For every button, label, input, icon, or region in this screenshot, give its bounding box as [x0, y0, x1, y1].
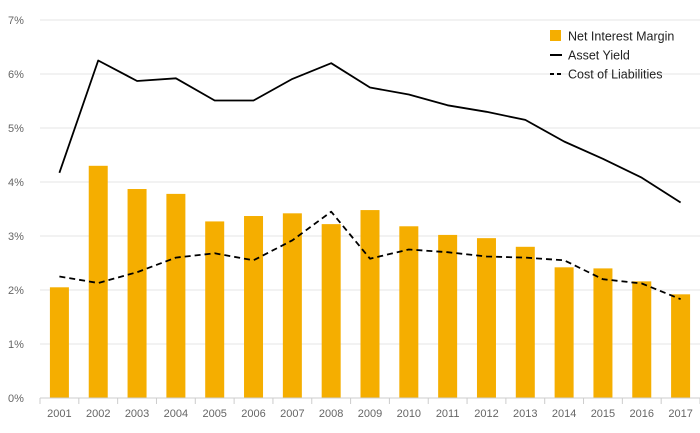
- x-tick-label: 2004: [164, 408, 188, 420]
- y-tick-label: 6%: [8, 69, 24, 81]
- bar-2013: [515, 246, 535, 398]
- bar-2007: [282, 213, 302, 398]
- bar-2010: [399, 226, 419, 398]
- legend-swatch-bar: [550, 30, 561, 41]
- line-asset-yield: [58, 59, 682, 204]
- x-tick-label: 2014: [552, 408, 576, 420]
- legend-label: Asset Yield: [568, 49, 630, 63]
- x-tick-label: 2013: [513, 408, 537, 420]
- x-tick-label: 2011: [436, 408, 460, 420]
- bar-2003: [127, 189, 147, 398]
- legend-label: Net Interest Margin: [568, 30, 674, 44]
- bar-2012: [476, 238, 496, 398]
- bar-2006: [244, 216, 264, 398]
- x-tick-label: 2008: [319, 408, 343, 420]
- x-tick-label: 2016: [630, 408, 654, 420]
- y-tick-label: 4%: [8, 177, 24, 189]
- x-tick-label: 2001: [47, 408, 71, 420]
- x-tick-label: 2005: [202, 408, 226, 420]
- bar-2008: [321, 224, 341, 398]
- bar-2005: [205, 221, 225, 398]
- bar-2009: [360, 210, 380, 398]
- bar-2016: [632, 281, 652, 398]
- bars-net-interest-margin: [49, 165, 691, 398]
- y-tick-label: 0%: [8, 393, 24, 405]
- legend-label: Cost of Liabilities: [568, 68, 663, 82]
- x-tick-label: 2012: [474, 408, 498, 420]
- bar-2014: [554, 267, 574, 398]
- x-tick-label: 2010: [397, 408, 421, 420]
- x-tick-label: 2015: [591, 408, 615, 420]
- x-tick-label: 2002: [86, 408, 110, 420]
- y-tick-label: 5%: [8, 123, 24, 135]
- bar-2017: [671, 294, 691, 398]
- bar-2015: [593, 268, 613, 398]
- x-tick-label: 2007: [280, 408, 304, 420]
- y-tick-label: 2%: [8, 285, 24, 297]
- x-tick-label: 2009: [358, 408, 382, 420]
- axes: 0% 1% 2% 3% 4% 5% 6% 7% 2001 2002 2003 2004 2005 2006…: [8, 15, 700, 420]
- x-tick-label: 2017: [668, 408, 692, 420]
- legend: Net Interest Margin Asset Yield Cost of Li…: [550, 30, 674, 82]
- bar-2004: [166, 193, 186, 398]
- bar-2002: [88, 165, 108, 398]
- y-tick-label: 3%: [8, 231, 24, 243]
- y-tick-label: 7%: [8, 15, 24, 27]
- bar-2011: [438, 234, 458, 398]
- x-tick-label: 2006: [241, 408, 265, 420]
- line-cost-of-liabilities: [59, 210, 681, 301]
- line-series: [58, 59, 682, 301]
- bar-2001: [49, 287, 69, 398]
- x-tick-label: 2003: [125, 408, 149, 420]
- y-tick-label: 1%: [8, 339, 24, 351]
